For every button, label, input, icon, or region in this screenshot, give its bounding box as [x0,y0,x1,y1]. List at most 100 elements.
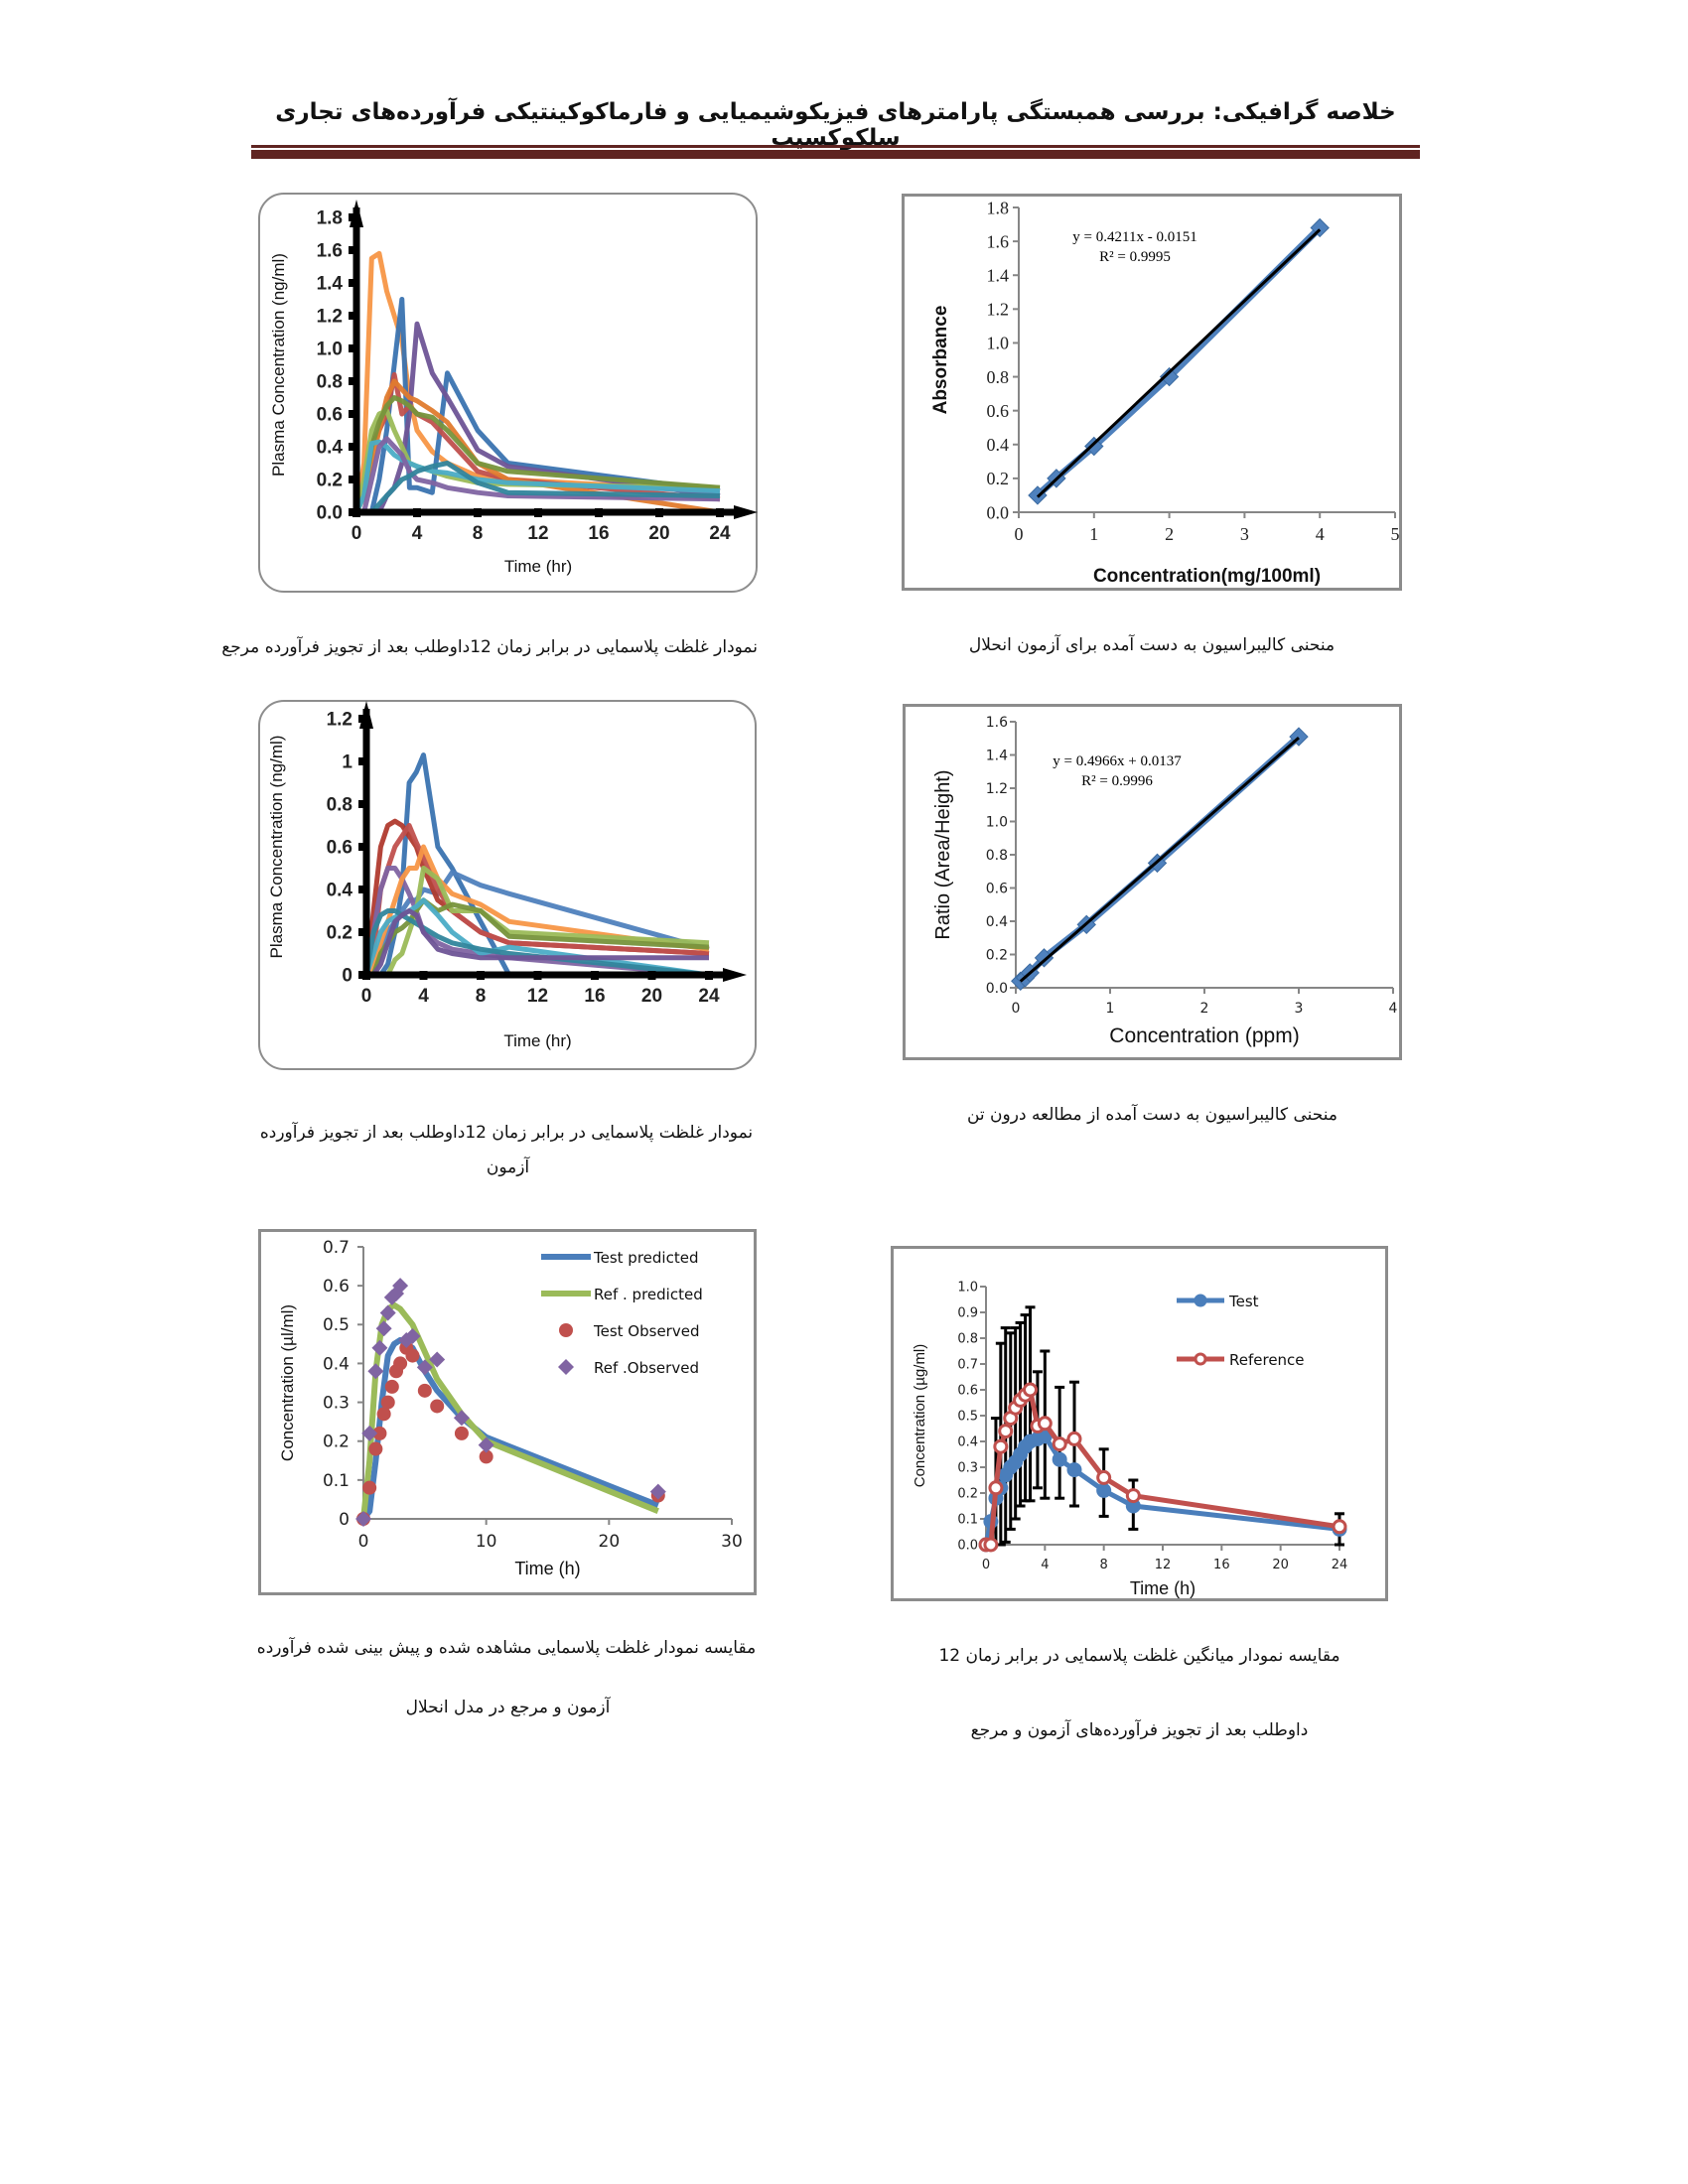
legend-marker-icon [1194,1352,1207,1366]
caption-test-plasma-line2: آزمون [486,1158,530,1177]
observed-point-circle [430,1399,445,1414]
y-tick-label: 1.6 [986,715,1008,731]
x-tick-label: 0 [358,1532,369,1552]
y-tick-label: 0.1 [957,1513,978,1528]
legend-label: Test Observed [593,1322,699,1340]
x-tick [655,508,663,517]
x-tick-label: 12 [527,523,548,544]
caption-observed-predicted-line1: مقایسه نمودار غلظت پلاسمایی مشاهده شده و… [256,1638,757,1658]
observed-point-circle [362,1480,377,1495]
x-tick-label: 0 [1015,524,1024,544]
observed-point-diamond [404,1328,421,1345]
trendline [1036,228,1322,498]
y-tick-label: 0.4 [986,914,1008,930]
subject-series-line [363,844,710,977]
mean-data-point [1096,1482,1112,1498]
y-tick-label: 0.3 [957,1461,978,1476]
x-tick-label: 4 [1389,1001,1398,1017]
y-tick-label: 1.6 [317,241,343,262]
y-tick-label: 0.2 [957,1487,978,1502]
chart-svg: 0 4 8 12 16 20 24 0 0.2 0.4 0.6 0.8 1 1.2 Time (hr) Pla… [267,701,747,1050]
chart-mean-plasma-concentration: 0 4 8 12 16 20 24 0.0 0.1 0.2 0.3 0.4 0.5 0.6 0.7 0.8 0.… [891,1246,1388,1601]
observed-point-circle [376,1407,391,1422]
observed-point-circle [368,1441,383,1456]
y-axis-title: Concentration (µg/ml) [912,1344,928,1488]
y-tick-label: 0.2 [317,471,343,491]
observed-point-diamond [375,1320,392,1337]
mean-data-point [1066,1462,1082,1478]
x-tick-label: 2 [1165,524,1174,544]
y-tick-label: 0.5 [323,1315,350,1335]
observed-point-diamond [649,1483,666,1500]
observed-point-diamond [416,1359,433,1376]
y-tick [358,843,367,851]
y-tick-label: 0.9 [957,1306,978,1321]
x-tick-label: 1 [1089,524,1098,544]
y-tick-label: 1.2 [987,300,1010,320]
x-tick [716,508,724,517]
chart-svg: 0 4 8 12 16 20 24 0.0 0.1 0.2 0.3 0.4 0.5 0.6 0.7 0.8 0.… [912,1281,1347,1598]
observed-point-circle [405,1348,420,1363]
x-tick-label: 0 [352,523,362,544]
chart-svg: 0 10 20 30 0 0.1 0.2 0.3 0.4 0.5 0.6 0.7 Time (h) Con… [278,1238,743,1578]
y-tick-label: 0.0 [986,981,1008,997]
observed-point-diamond [429,1351,446,1368]
x-tick-label: 4 [1316,524,1325,544]
x-axis-title: Time (hr) [503,1031,571,1050]
y-tick-label: 0.4 [323,1354,350,1374]
trendline [1019,737,1300,983]
y-tick-label: 0.0 [317,503,343,524]
data-point-diamond [1084,436,1104,457]
caption-invivo-calibration: منحنی کالیبراسیون به دست آمده از مطالعه … [966,1105,1337,1125]
header-rule-thin [251,145,1420,148]
y-tick-label: 1.4 [986,748,1008,763]
y-tick [349,312,357,320]
mean-data-point [988,1480,1004,1496]
x-tick [647,971,656,980]
y-tick-label: 1.4 [987,266,1010,286]
caption-reference-plasma: نمودار غلظت پلاسمایی در برابر زمان 12داو… [221,637,758,657]
mean-data-point [1037,1416,1053,1432]
y-tick-label: 0.3 [323,1394,350,1414]
legend-label: Ref . predicted [594,1286,703,1303]
y-tick [349,443,357,451]
y-tick-label: 0.8 [327,795,352,816]
y-tick [358,715,367,723]
y-tick-label: 0.6 [317,405,343,426]
data-point-diamond [1310,217,1330,238]
caption-observed-predicted-line2: آزمون و مرجع در مدل انحلال [405,1698,611,1717]
chart-invivo-calibration: 0 1 2 3 4 0.0 0.2 0.4 0.6 0.8 1.0 1.2 1.4 1.6 Concentr… [903,704,1402,1060]
chart-svg: 0 1 2 3 4 5 0.0 0.2 0.4 0.6 0.8 1.0 1.2 1.4 1.6 1.8 Conc… [930,198,1400,587]
subject-series-line [366,897,710,978]
y-tick-label: 1.8 [987,198,1010,217]
x-tick [419,971,428,980]
y-tick-label: 0.8 [987,367,1010,387]
y-tick-label: 1.0 [986,814,1008,830]
y-tick-label: 1 [342,752,352,773]
x-tick-label: 16 [584,986,605,1007]
mean-data-point [1052,1436,1067,1452]
observed-point-diamond [392,1278,409,1295]
y-tick-label: 0.0 [957,1539,978,1554]
header-rule-thick [251,150,1420,159]
x-tick-label: 12 [527,986,548,1007]
chart-observed-vs-predicted: 0 10 20 30 0 0.1 0.2 0.3 0.4 0.5 0.6 0.7 Time (h) Con… [258,1229,757,1595]
legend-label: Reference [1229,1351,1305,1369]
y-tick-label: 0.2 [323,1433,350,1452]
x-axis-title: Concentration (ppm) [1109,1024,1299,1047]
observed-point-diamond [355,1511,371,1527]
x-tick-label: 0 [1012,1001,1021,1017]
data-point-diamond [1159,366,1180,387]
subject-series-line [356,436,721,515]
y-tick-label: 1.4 [317,274,344,295]
x-tick-label: 0 [361,986,372,1007]
y-tick-label: 0.7 [957,1358,978,1373]
x-tick [474,508,482,517]
x-tick-label: 10 [476,1532,497,1552]
x-axis-title: Concentration(mg/100ml) [1093,566,1321,587]
observed-point-circle [384,1379,399,1394]
chart-svg: 0 4 8 12 16 20 24 0.0 0.2 0.4 0.6 0.8 1.0 1.2 1.4 1.6 1.… [269,200,758,576]
x-tick-label: 20 [1272,1558,1289,1572]
x-tick-label: 16 [1213,1558,1230,1572]
y-tick-label: 0.6 [987,401,1010,421]
